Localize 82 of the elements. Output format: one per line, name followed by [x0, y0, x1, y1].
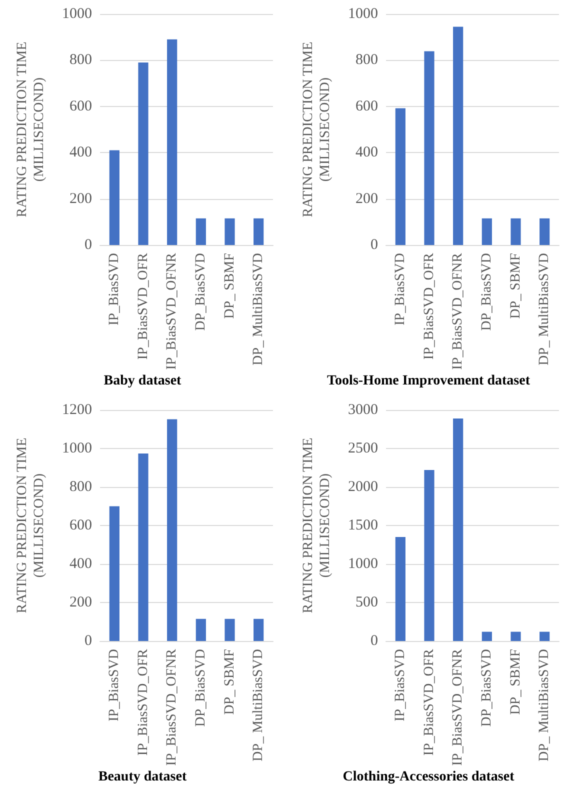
x-tick-label: DP_BiasSVD [479, 649, 494, 727]
x-tick-label: DP_ SBMF [222, 252, 238, 319]
bar [196, 218, 206, 245]
x-tick-label: IP_BiasSVD [392, 253, 408, 326]
bar [424, 470, 434, 641]
x-tick-label: DP_ SBMF [508, 648, 524, 715]
y-tick-label: 200 [356, 190, 378, 207]
y-tick-label: 800 [70, 479, 92, 495]
bar [510, 218, 521, 245]
bar [138, 454, 148, 641]
bar [254, 618, 264, 641]
y-tick-label: 400 [356, 144, 378, 161]
x-tick-label: DP_ MultiBiasSVD [537, 253, 552, 366]
x-tick-label: IP_BiasSVD_OFR [422, 252, 437, 360]
bar [109, 506, 120, 641]
y-tick-label: 200 [70, 594, 92, 610]
x-tick-label: DP_ SBMF [508, 252, 524, 319]
bar [254, 218, 264, 245]
bar [482, 632, 492, 641]
text: Baby dataset [104, 374, 182, 388]
bar [424, 51, 434, 245]
y-tick-label: 400 [70, 144, 92, 161]
x-tick-label: IP_BiasSVD [106, 649, 122, 722]
y-tick-label: 600 [70, 518, 92, 534]
y-tick-label: 1000 [348, 6, 378, 22]
y-tick-label: 800 [356, 52, 378, 68]
y-tick-label: 1000 [62, 6, 92, 22]
x-tick-label: IP_BiasSVD [392, 649, 408, 722]
bar [453, 418, 464, 641]
y-tick-label: 600 [70, 98, 92, 114]
y-axis-title: RATING PREDICTION TIME (MILLISECOND) [301, 42, 333, 218]
bar [109, 150, 120, 245]
x-tick-label: IP_BiasSVD_OFNR [450, 252, 466, 370]
x-tick-label: IP_BiasSVD_OFNR [450, 648, 466, 766]
x-tick-label: DP_ MultiBiasSVD [251, 253, 266, 366]
y-tick-label: 1200 [62, 402, 92, 418]
bar [167, 419, 178, 641]
text: Tools-Home Improvement dataset [327, 374, 530, 388]
y-tick-label: 1500 [348, 518, 378, 534]
bar [482, 218, 492, 245]
y-axis-title: RATING PREDICTION TIME (MILLISECOND) [15, 42, 47, 218]
x-tick-label: IP_BiasSVD_OFR [422, 648, 437, 756]
bar [395, 537, 406, 641]
x-tick-label: IP_BiasSVD_OFNR [164, 252, 180, 370]
text: Clothing-Accessories dataset [342, 770, 515, 784]
y-axis-title: RATING PREDICTION TIME (MILLISECOND) [301, 438, 333, 614]
x-tick-label: DP_BiasSVD [193, 649, 208, 727]
x-tick-label: IP_BiasSVD [106, 253, 122, 326]
bar [395, 108, 406, 245]
bar [224, 618, 235, 641]
y-tick-label: 0 [370, 237, 378, 253]
y-tick-label: 0 [370, 633, 378, 649]
x-tick-label: DP_ MultiBiasSVD [251, 649, 266, 762]
y-tick-label: 800 [70, 52, 92, 68]
x-tick-label: DP_ SBMF [222, 648, 238, 715]
y-tick-label: 0 [84, 237, 92, 253]
bar [196, 618, 206, 641]
bar [224, 218, 235, 245]
y-tick-label: 1000 [348, 556, 378, 572]
y-tick-label: 2000 [348, 479, 378, 495]
bar [453, 26, 464, 245]
y-tick-label: 500 [356, 594, 378, 610]
x-tick-label: IP_BiasSVD_OFR [136, 252, 151, 360]
y-tick-label: 1000 [62, 440, 92, 456]
x-tick-label: DP_ MultiBiasSVD [537, 649, 552, 762]
y-tick-label: 2500 [348, 440, 378, 456]
y-tick-label: 600 [356, 98, 378, 114]
y-axis-title: RATING PREDICTION TIME (MILLISECOND) [15, 438, 47, 614]
x-tick-label: IP_BiasSVD_OFNR [164, 648, 180, 766]
y-tick-label: 0 [84, 633, 92, 649]
x-tick-label: DP_BiasSVD [193, 253, 208, 331]
x-tick-label: DP_BiasSVD [479, 253, 494, 331]
y-tick-label: 200 [70, 190, 92, 207]
x-tick-label: IP_BiasSVD_OFR [136, 648, 151, 756]
bar [540, 218, 550, 245]
bar [510, 632, 521, 641]
text: Beauty dataset [98, 770, 187, 784]
bar [138, 62, 148, 245]
y-tick-label: 400 [70, 556, 92, 572]
y-tick-label: 3000 [348, 402, 378, 418]
bar [167, 39, 178, 245]
bar [540, 632, 550, 641]
